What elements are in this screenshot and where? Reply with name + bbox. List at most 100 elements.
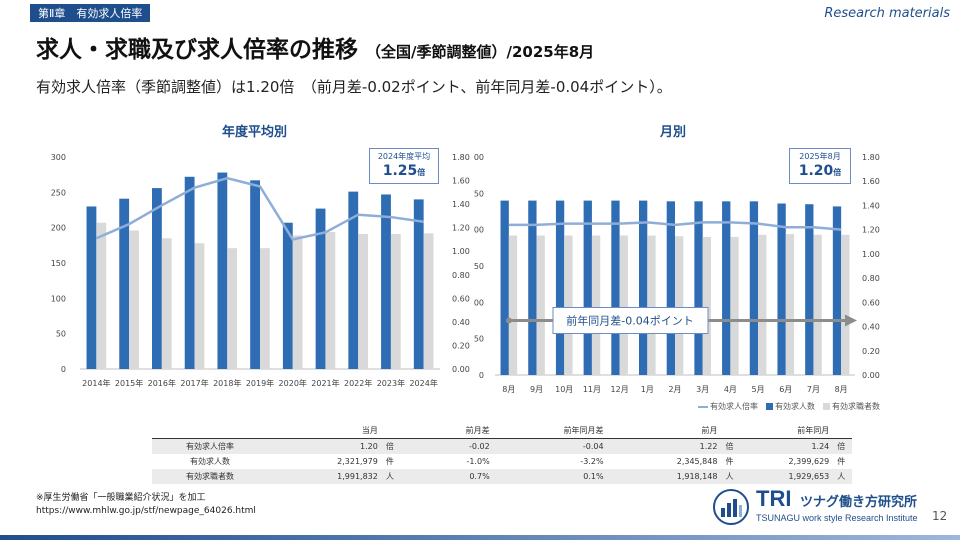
page-title: 求人・求職及び求人倍率の推移 （全国/季節調整値）/2025年8月 — [36, 30, 594, 64]
annual-x-tick: 2018年 — [213, 378, 241, 388]
annual-y-left-tick: 250 — [51, 188, 66, 197]
annual-x-tick: 2023年 — [377, 378, 405, 388]
monthly-y-right-tick: 1.20 — [862, 226, 880, 235]
monthly-bar-openings — [666, 201, 675, 375]
annual-x-tick: 2022年 — [344, 378, 372, 388]
annual-bar-seekers — [260, 248, 270, 369]
monthly-x-tick: 4月 — [724, 385, 737, 394]
annual-x-tick: 2024年 — [409, 378, 437, 388]
monthly-x-tick: 12月 — [611, 385, 629, 394]
monthly-bar-openings — [583, 200, 592, 375]
monthly-y-left-tick: 00 — [474, 226, 484, 235]
monthly-y-right-tick: 1.60 — [862, 177, 880, 186]
monthly-y-right-tick: 0.00 — [862, 371, 880, 380]
annual-x-tick: 2014年 — [82, 378, 110, 388]
col-prev-year: 前年同月 — [740, 423, 834, 439]
col-current: 当月 — [267, 423, 382, 439]
annual-x-tick: 2016年 — [148, 378, 176, 388]
monthly-bar-seekers — [702, 236, 711, 375]
annual-bar-seekers — [227, 248, 238, 369]
monthly-bar-seekers — [730, 236, 739, 375]
callout-annual: 2024年度平均 1.25倍 — [369, 148, 439, 184]
logo-brand: TRI — [756, 486, 792, 511]
monthly-bar-seekers — [785, 234, 795, 375]
logo-jp: ツナグ働き方研究所 — [800, 495, 918, 510]
annual-y-left-tick: 0 — [61, 365, 66, 374]
table-row: 有効求人数 2,321,979 件 -1.0% -3.2% 2,345,848 件 2,3… — [189, 457, 846, 466]
monthly-y-right-tick: 0.60 — [862, 298, 880, 307]
annual-bar-openings — [250, 180, 260, 369]
annual-bar-seekers — [390, 234, 401, 369]
monthly-y-right-tick: 0.20 — [862, 347, 880, 356]
monthly-bar-seekers — [536, 235, 545, 375]
annual-bar-openings — [282, 222, 293, 369]
summary-table: 当月 前月差 前年同月差 前月 前年同月 有効求人倍率 1.20 倍 -0.02 -0… — [152, 423, 852, 484]
monthly-y-left-tick: 50 — [474, 262, 484, 271]
annual-y-left-tick: 150 — [51, 259, 66, 268]
monthly-bar-seekers — [841, 234, 850, 375]
monthly-bar-openings — [639, 200, 648, 375]
legend-seekers: 有効求職者数 — [823, 401, 880, 412]
annual-y-right-tick: 0.00 — [452, 365, 470, 374]
source-note: ※厚生労働省「一般職業紹介状況」を加工 https://www.mhlw.go.… — [36, 492, 256, 518]
title-sub: （全国/季節調整値）/2025年8月 — [366, 43, 595, 61]
monthly-y-left-tick: 50 — [474, 335, 484, 344]
annual-bar-seekers — [194, 243, 205, 369]
page-subtitle: 有効求人倍率（季節調整値）は1.20倍 （前月差-0.02ポイント、前年同月差-… — [36, 78, 672, 96]
legend-ratio: 有効求人倍率 — [698, 401, 758, 412]
monthly-bar-seekers — [758, 234, 767, 375]
monthly-bar-seekers — [591, 235, 601, 375]
monthly-x-tick: 6月 — [779, 385, 792, 394]
annotation-text: 前年同月差-0.04ポイント — [566, 314, 693, 328]
monthly-bar-seekers — [813, 234, 822, 375]
monthly-bar-seekers — [675, 236, 684, 375]
monthly-x-tick: 5月 — [752, 385, 765, 394]
table-header-row: 当月 前月差 前年同月差 前月 前年同月 — [152, 423, 852, 439]
monthly-y-right-tick: 1.40 — [862, 201, 880, 210]
monthly-y-right-tick: 0.40 — [862, 323, 880, 332]
monthly-y-right-tick: 0.80 — [862, 274, 880, 283]
annual-bar-seekers — [96, 222, 107, 369]
tri-logo-icon — [713, 489, 749, 525]
monthly-y-left-tick: 00 — [474, 153, 484, 162]
annotation-box — [552, 307, 709, 334]
monthly-x-tick: 2月 — [668, 385, 681, 394]
monthly-x-tick: 11月 — [583, 385, 601, 394]
annual-bar-seekers — [325, 231, 336, 369]
table-row: 有効求人倍率 1.20 倍 -0.02 -0.04 1.22 倍 1.24 倍 — [152, 438, 852, 454]
monthly-bar-openings — [528, 200, 537, 375]
annual-y-left-tick: 50 — [56, 330, 66, 339]
monthly-y-left-tick: 0 — [479, 371, 484, 380]
annual-y-right-tick: 1.80 — [452, 153, 470, 162]
annual-bar-openings — [152, 188, 162, 369]
callout-monthly-title: 2025年8月 — [799, 152, 841, 161]
annual-x-tick: 2019年 — [246, 378, 274, 388]
monthly-bar-openings — [832, 206, 842, 375]
monthly-bar-openings — [749, 201, 759, 375]
monthly-bar-seekers — [508, 235, 518, 375]
annual-y-right-tick: 0.20 — [452, 341, 470, 350]
logo-en: TSUNAGU work style Research Institute — [756, 513, 918, 523]
annual-y-right-tick: 1.40 — [452, 200, 470, 209]
tri-logo: TRI ツナグ働き方研究所 TSUNAGU work style Researc… — [712, 486, 922, 530]
bottom-bar — [0, 535, 960, 540]
monthly-x-tick: 8月 — [502, 385, 515, 394]
callout-monthly: 2025年8月 1.20倍 — [789, 148, 851, 184]
callout-monthly-value: 1.20倍 — [798, 163, 842, 179]
annual-y-right-tick: 1.20 — [452, 224, 470, 233]
monthly-y-left-tick: 00 — [474, 298, 484, 307]
monthly-y-left-tick: 50 — [474, 189, 484, 198]
monthly-x-tick: 9月 — [530, 385, 543, 394]
annual-y-right-tick: 1.00 — [452, 247, 470, 256]
annual-bar-seekers — [423, 233, 434, 369]
annual-bar-seekers — [161, 238, 172, 369]
col-mom: 前月差 — [400, 423, 494, 439]
source-url[interactable]: https://www.mhlw.go.jp/stf/newpage_64026… — [36, 506, 256, 516]
annual-bar-openings — [86, 206, 97, 369]
annual-x-tick: 2017年 — [180, 378, 208, 388]
callout-annual-value: 1.25倍 — [382, 163, 426, 179]
chart-title-monthly: 月別 — [660, 125, 687, 140]
table-row: 有効求職者数 1,991,832 人 0.7% 0.1% 1,918,148 人 1,92… — [152, 469, 852, 484]
monthly-ratio-line — [508, 221, 842, 231]
